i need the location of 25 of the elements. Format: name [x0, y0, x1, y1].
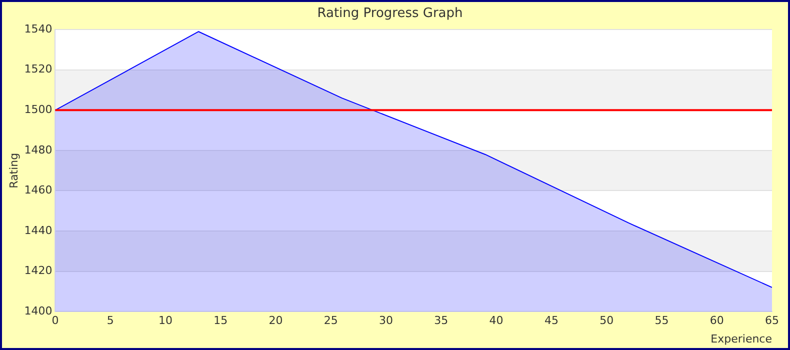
y-tick-label: 1480 — [24, 143, 52, 156]
x-tick-label: 40 — [489, 314, 504, 328]
x-tick-label: 25 — [324, 314, 338, 328]
y-tick-label: 1540 — [24, 22, 52, 36]
x-tick-label: 55 — [654, 314, 669, 328]
y-tick-label: 1520 — [24, 62, 52, 76]
x-tick-label: 10 — [158, 314, 172, 328]
x-tick-label: 45 — [544, 314, 558, 328]
x-tick-label: 0 — [52, 314, 59, 328]
x-axis-title: Experience — [710, 332, 772, 346]
y-tick-label: 1440 — [24, 224, 52, 237]
y-tick-label: 1500 — [24, 103, 52, 116]
x-tick-label: 20 — [268, 314, 283, 328]
chart-title: Rating Progress Graph — [317, 6, 463, 22]
y-tick-label: 1460 — [24, 184, 52, 197]
x-tick-label: 5 — [106, 314, 114, 328]
x-tick-label: 50 — [600, 314, 614, 328]
x-tick-label: 15 — [214, 314, 228, 328]
y-tick-label: 1420 — [24, 264, 52, 278]
y-axis-title: Rating — [7, 152, 20, 188]
x-tick-label: 30 — [379, 314, 394, 328]
x-tick-label: 60 — [710, 314, 724, 328]
x-tick-label: 35 — [434, 314, 448, 328]
x-tick-label: 65 — [765, 314, 779, 328]
y-tick-label: 1400 — [24, 304, 52, 318]
